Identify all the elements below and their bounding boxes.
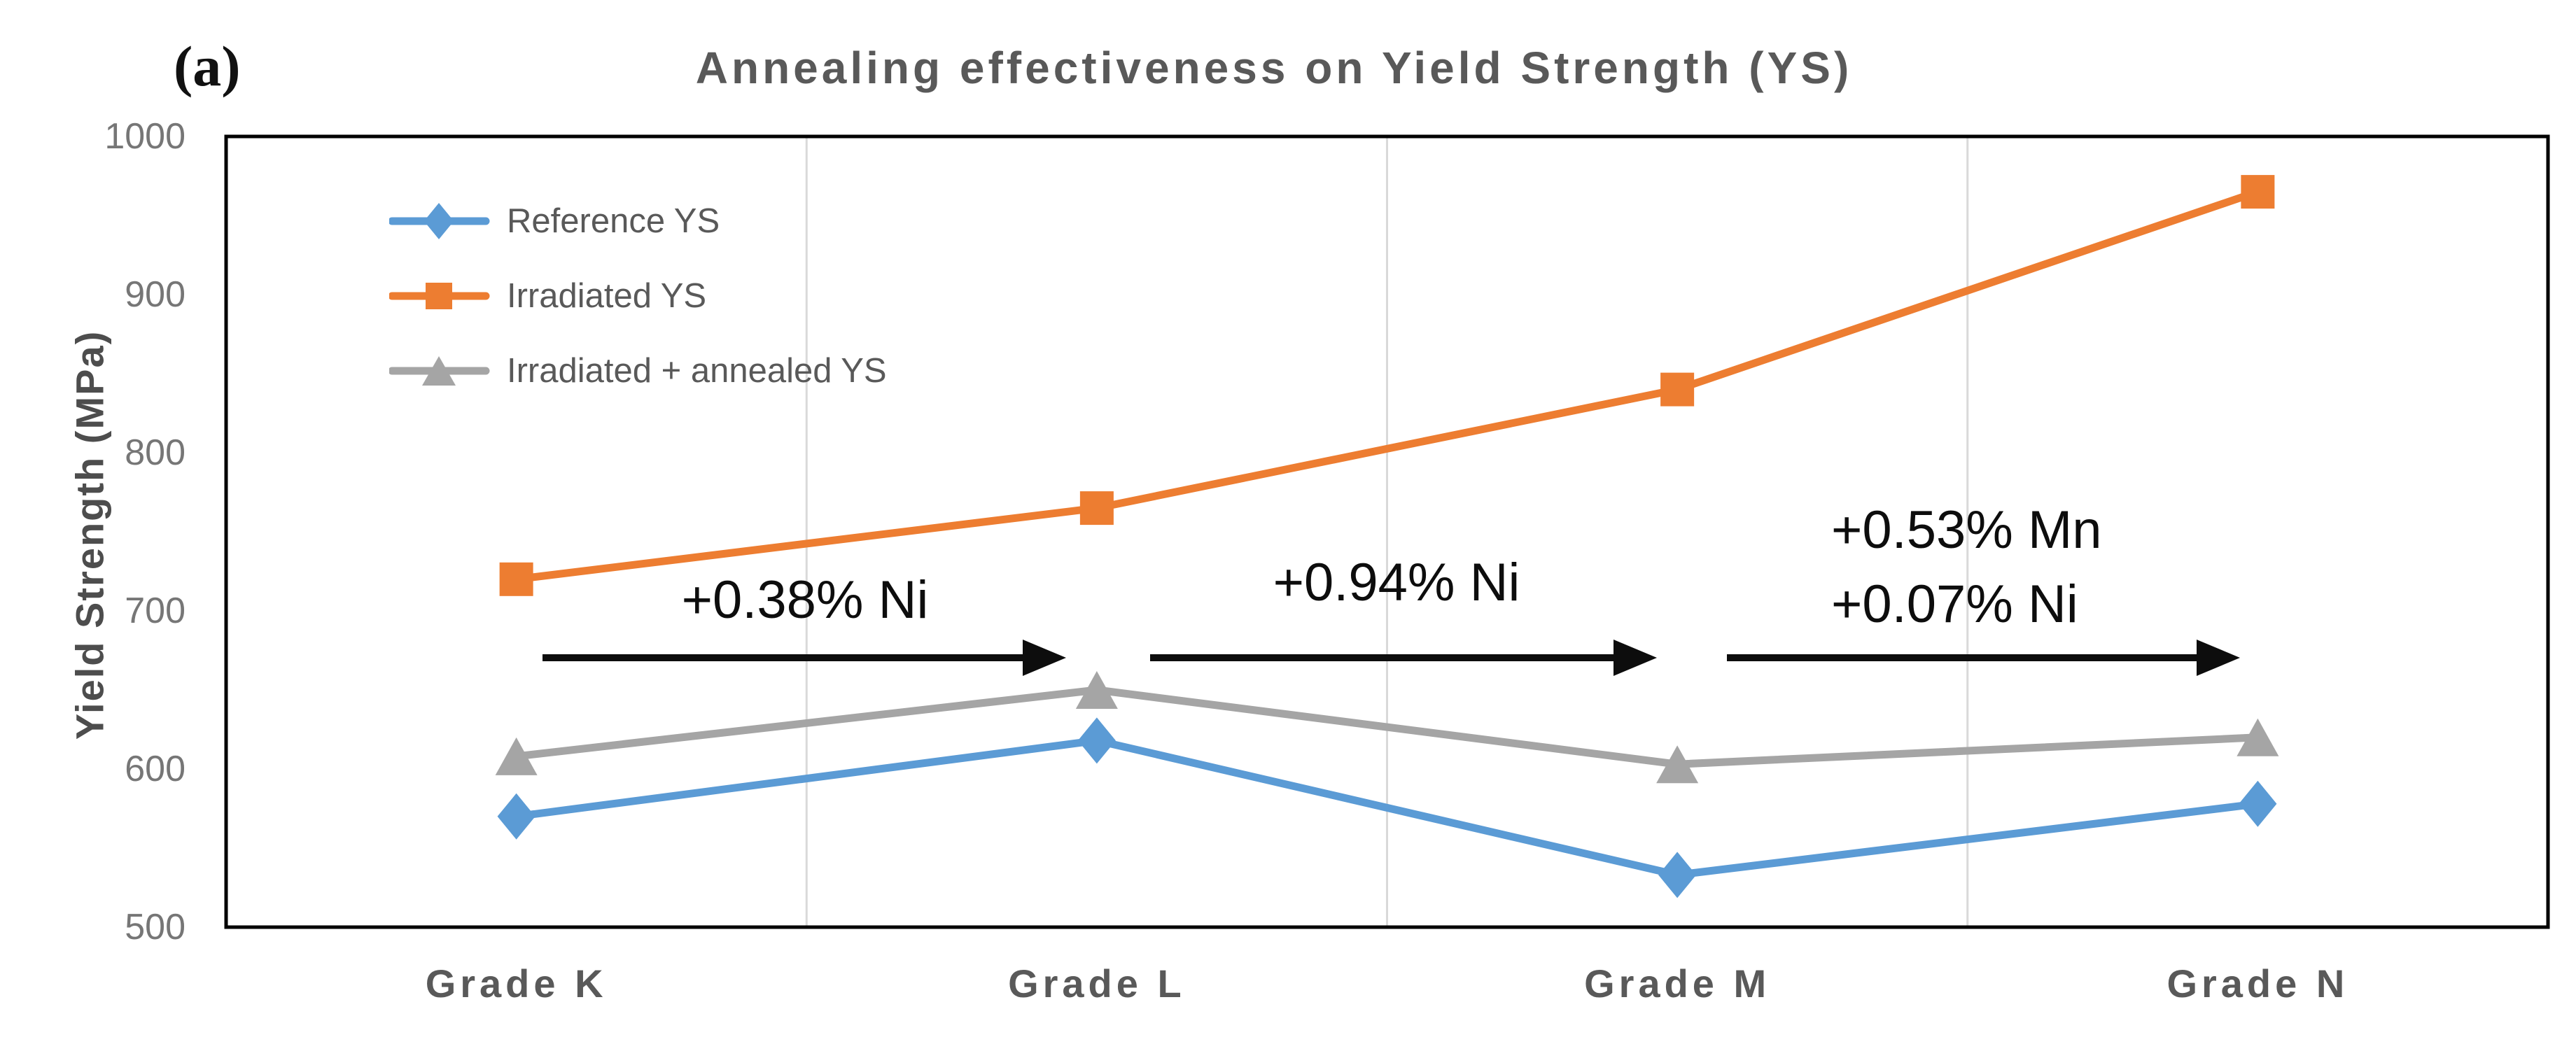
panel-label: (a) bbox=[174, 34, 241, 98]
annotation-arrowhead bbox=[1023, 640, 1066, 676]
annotation-line: +0.94% Ni bbox=[1273, 553, 1520, 612]
y-tick-label: 900 bbox=[125, 274, 186, 315]
triangle-marker bbox=[422, 356, 456, 386]
annotation-text: +0.38% Ni bbox=[455, 563, 1155, 637]
y-tick-label: 500 bbox=[125, 907, 186, 947]
x-category-label: Grade L bbox=[1008, 961, 1186, 1006]
triangle-marker bbox=[1656, 745, 1699, 784]
series-line-reference-ys bbox=[512, 736, 2262, 879]
x-category-label: Grade N bbox=[2166, 961, 2349, 1006]
triangle-marker bbox=[495, 737, 538, 775]
diamond-marker bbox=[424, 203, 454, 239]
y-tick-label: 700 bbox=[125, 591, 186, 631]
triangle-marker bbox=[1075, 671, 1118, 709]
square-marker bbox=[499, 562, 533, 596]
legend-marker-diamond-icon bbox=[389, 203, 490, 239]
square-marker bbox=[426, 283, 452, 309]
square-marker bbox=[2241, 175, 2275, 209]
diamond-marker bbox=[1077, 717, 1116, 764]
annotation-line: +0.07% Ni bbox=[1831, 574, 2078, 634]
annotation-arrowhead bbox=[1614, 640, 1657, 676]
diamond-marker bbox=[497, 793, 536, 840]
square-marker bbox=[1079, 491, 1114, 525]
y-tick-label: 800 bbox=[125, 432, 186, 473]
series-line-irradiated-ys bbox=[512, 188, 2262, 584]
annotation-text: +0.94% Ni bbox=[1046, 546, 1746, 620]
series-line-irradiated-annealed-ys bbox=[512, 686, 2262, 768]
triangle-marker bbox=[2236, 718, 2279, 756]
y-tick-label: 1000 bbox=[104, 116, 186, 157]
x-category-label: Grade M bbox=[1584, 961, 1771, 1006]
legend-label: Reference YS bbox=[507, 202, 720, 240]
legend-item: Irradiated YS bbox=[389, 274, 706, 318]
chart-title: Annealing effectiveness on Yield Strengt… bbox=[695, 43, 1853, 93]
legend-label: Irradiated YS bbox=[507, 277, 707, 315]
annotation-text: +0.53% Mn +0.07% Ni bbox=[1831, 493, 2102, 642]
annotation-line: +0.53% Mn bbox=[1831, 500, 2102, 560]
square-marker bbox=[1660, 372, 1695, 407]
legend-label: Irradiated + annealed YS bbox=[507, 352, 887, 390]
legend-item: Irradiated + annealed YS bbox=[389, 348, 887, 393]
x-category-label: Grade K bbox=[425, 961, 608, 1006]
y-axis-title: Yield Strength (MPa) bbox=[67, 330, 112, 740]
annotation-line: +0.38% Ni bbox=[681, 570, 929, 630]
legend-marker-triangle-icon bbox=[389, 356, 490, 386]
plot-border bbox=[224, 134, 2550, 929]
annotation-arrowhead bbox=[2197, 640, 2240, 676]
diamond-marker bbox=[1658, 852, 1697, 898]
diamond-marker bbox=[2239, 780, 2277, 827]
y-tick-label: 600 bbox=[125, 749, 186, 789]
legend-marker-square-icon bbox=[389, 283, 490, 309]
legend-item: Reference YS bbox=[389, 199, 720, 244]
